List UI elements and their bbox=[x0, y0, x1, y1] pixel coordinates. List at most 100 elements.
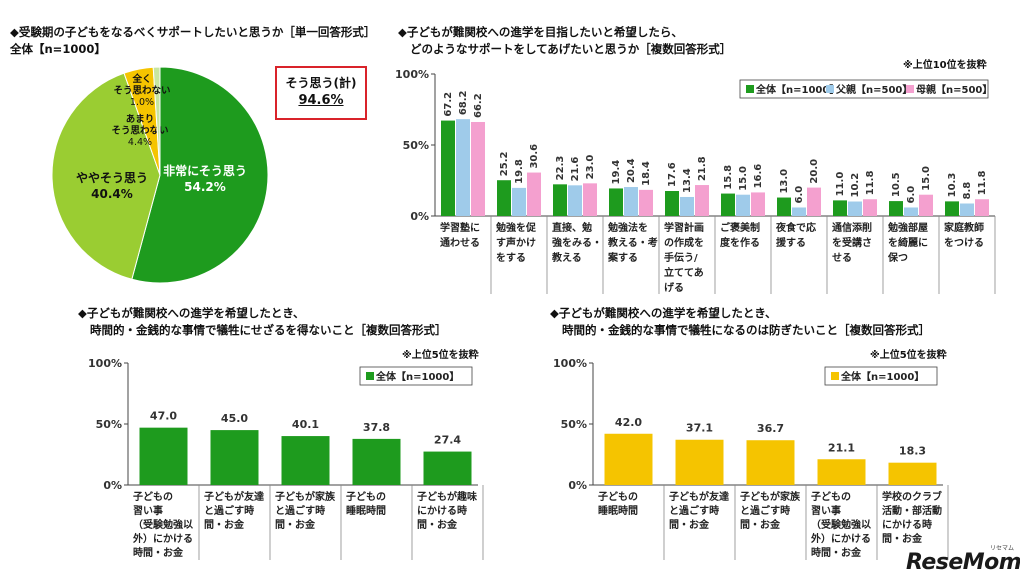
data-label: 23.0 bbox=[585, 155, 596, 180]
y-tick-label: 0% bbox=[568, 479, 587, 492]
legend-label-1: 全体【n=1000】 bbox=[375, 370, 459, 383]
pie-subtitle: 全体【n=1000】 bbox=[10, 42, 106, 56]
pie-slice-value-4: 1.0% bbox=[130, 97, 154, 108]
bar-1-4 bbox=[817, 459, 866, 485]
bar-1-6 bbox=[721, 193, 735, 216]
pie-slice-1 bbox=[131, 66, 269, 284]
data-label: 45.0 bbox=[221, 412, 248, 425]
data-label: 47.0 bbox=[150, 410, 177, 423]
category-label: （受験勉強以 bbox=[133, 518, 193, 531]
category-label: 度を作る bbox=[720, 236, 760, 249]
legend-box bbox=[359, 366, 473, 386]
category-label: （受験勉強以 bbox=[811, 518, 871, 531]
data-label: 13.4 bbox=[682, 168, 693, 193]
category-label: 教える・考 bbox=[607, 236, 658, 249]
data-label: 20.0 bbox=[809, 159, 820, 184]
bar-3-1 bbox=[471, 121, 485, 216]
category-label: 学校のクラブ bbox=[882, 490, 942, 503]
category-label: す声かけ bbox=[496, 236, 536, 249]
category-label: 間・お金 bbox=[882, 532, 923, 545]
data-label: 13.0 bbox=[779, 169, 790, 194]
chart2-note: ※上位5位を抜粋 bbox=[402, 350, 479, 361]
category-label: 間・お金 bbox=[740, 518, 781, 531]
chart1-note: ※上位10位を抜粋 bbox=[903, 60, 987, 71]
category-label: 直接、勉 bbox=[552, 221, 592, 234]
legend-swatch-1 bbox=[831, 372, 839, 380]
category-label: 子どもの bbox=[133, 490, 173, 503]
category-label: 勉強を促 bbox=[495, 221, 537, 234]
chart3-title-line1: ◆子どもが難関校への進学を希望したとき、 bbox=[550, 306, 777, 320]
data-label: 10.3 bbox=[947, 173, 958, 198]
category-label: 子どもが友達 bbox=[669, 490, 729, 503]
data-label: 20.4 bbox=[626, 158, 637, 183]
data-label: 27.4 bbox=[434, 434, 461, 447]
data-label: 21.6 bbox=[570, 157, 581, 182]
category-label: 夜食で応 bbox=[775, 221, 816, 234]
pie-slice-label-1: 非常にそう思う bbox=[163, 163, 247, 178]
category-label: 間・お金 bbox=[417, 518, 458, 531]
category-label: 子どもの bbox=[811, 490, 851, 503]
legend-box bbox=[739, 79, 989, 99]
y-tick-label: 50% bbox=[561, 418, 587, 431]
data-label: 22.3 bbox=[555, 156, 566, 181]
bar-3-7 bbox=[807, 187, 821, 216]
bar-2-10 bbox=[960, 203, 974, 216]
bar-2-6 bbox=[736, 194, 750, 216]
category-label: 子どもの bbox=[598, 490, 638, 503]
legend-label-2: 父親【n=500】 bbox=[835, 83, 912, 96]
bar-1-3 bbox=[281, 436, 330, 485]
chart2-title-line1: ◆子どもが難関校への進学を希望したとき、 bbox=[78, 306, 305, 320]
y-tick-label: 50% bbox=[96, 418, 122, 431]
category-label: 勉強部屋 bbox=[887, 221, 928, 234]
pie-slice-label-2: ややそう思う bbox=[76, 171, 148, 185]
bar-1-3 bbox=[553, 184, 567, 216]
data-label: 11.0 bbox=[835, 172, 846, 197]
pie-slice-label-3: そう思わない bbox=[111, 126, 168, 137]
data-label: 19.8 bbox=[514, 159, 525, 184]
category-label: 通信添削 bbox=[832, 221, 872, 234]
pie-slice-value-2: 40.4% bbox=[91, 187, 133, 201]
category-label: にかける時 bbox=[882, 518, 932, 531]
bar-2-9 bbox=[904, 207, 918, 216]
bar-3-3 bbox=[583, 183, 597, 216]
category-label: 習い事 bbox=[133, 504, 163, 517]
data-label: 10.5 bbox=[891, 172, 902, 197]
bar-1-2 bbox=[497, 180, 511, 216]
data-label: 15.0 bbox=[738, 166, 749, 191]
resemom-logo-kana: リセマム bbox=[990, 545, 1015, 552]
data-label: 15.8 bbox=[723, 165, 734, 190]
category-label: と過ごす時 bbox=[740, 504, 790, 517]
bar-2-2 bbox=[512, 187, 526, 216]
bar-1-3 bbox=[746, 440, 795, 485]
category-label: 案する bbox=[607, 251, 638, 264]
bar-1-4 bbox=[609, 188, 623, 216]
category-label: 子どもが家族 bbox=[275, 490, 336, 503]
category-label: を綺麗に bbox=[888, 236, 928, 249]
category-label: 子どもの bbox=[346, 490, 386, 503]
category-label: 外）にかける bbox=[132, 532, 193, 545]
category-label: 睡眠時間 bbox=[346, 504, 386, 517]
category-label: 保つ bbox=[887, 251, 908, 264]
callout-box: そう思う(計) 94.6% bbox=[275, 66, 367, 120]
legend-box bbox=[824, 366, 938, 386]
category-label: を受講さ bbox=[832, 236, 872, 249]
y-tick-label: 100% bbox=[88, 357, 122, 370]
category-label: 子どもが家族 bbox=[740, 490, 801, 503]
data-label: 66.2 bbox=[473, 93, 484, 118]
pie-slice-label-4: そう思わない bbox=[113, 86, 170, 97]
bar-3-4 bbox=[639, 189, 653, 216]
y-tick-label: 100% bbox=[553, 357, 587, 370]
bar-1-1 bbox=[604, 433, 653, 485]
data-label: 19.4 bbox=[611, 160, 622, 185]
category-label: 勉強法を bbox=[607, 221, 648, 234]
data-label: 37.8 bbox=[363, 421, 390, 434]
bar-1-5 bbox=[888, 462, 937, 485]
pie-slice-label-4: 全く bbox=[131, 73, 151, 85]
bar-3-10 bbox=[975, 199, 989, 216]
legend-swatch-2 bbox=[826, 85, 834, 93]
y-tick-label: 0% bbox=[410, 210, 429, 223]
category-label: 睡眠時間 bbox=[598, 504, 638, 517]
category-label: 家庭教師 bbox=[944, 221, 984, 234]
